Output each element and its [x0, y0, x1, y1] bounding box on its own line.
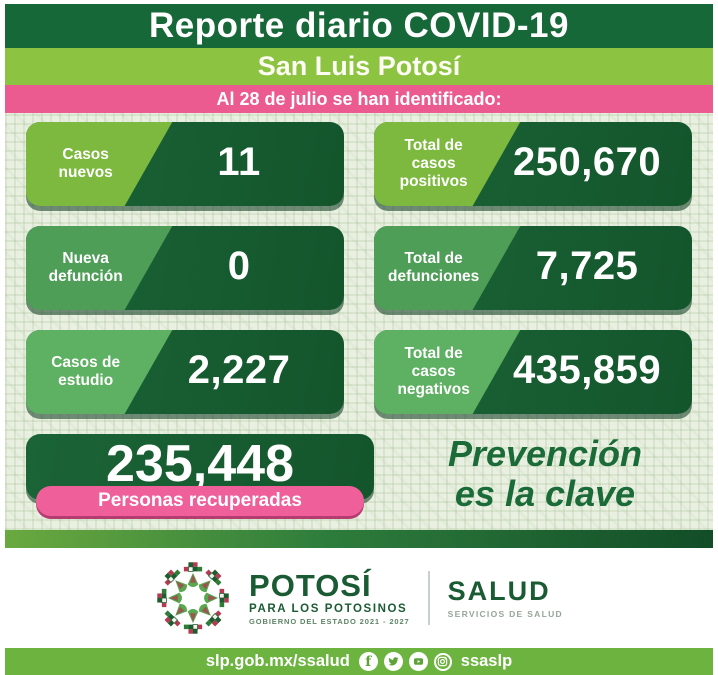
region-subtitle: San Luis Potosí	[257, 51, 461, 81]
instagram-icon[interactable]	[433, 652, 452, 671]
stat-label-panel: Casos nuevos	[26, 122, 173, 206]
stats-row-3: Casos de estudio 2,227 Total de casos ne…	[26, 330, 692, 414]
stat-label-panel: Total de casos positivos	[374, 122, 521, 206]
stat-card-total-positivos: Total de casos positivos 250,670	[374, 122, 692, 206]
footer-divider	[427, 571, 430, 625]
stat-label: Total de defunciones	[388, 250, 480, 285]
stat-label-panel: Total de casos negativos	[374, 330, 521, 414]
stat-value: 435,859	[513, 347, 662, 392]
stat-card-total-negativos: Total de casos negativos 435,859	[374, 330, 692, 414]
stat-card-nueva-defuncion: Nueva defunción 0	[26, 226, 344, 310]
potosi-emblem-logo	[156, 561, 230, 635]
divider-band	[5, 530, 713, 548]
potosi-wordmark: POTOSÍ PARA LOS POTOSINOS GOBIERNO DEL E…	[249, 570, 410, 626]
recovered-label-pill: Personas recuperadas	[36, 486, 364, 516]
stat-card-casos-estudio: Casos de estudio 2,227	[26, 330, 344, 414]
youtube-icon[interactable]	[408, 652, 428, 671]
header-band: Reporte diario COVID-19	[5, 4, 713, 48]
recovered-and-slogan-row: 235,448 Personas recuperadas Prevención …	[26, 434, 692, 516]
slogan-line-2: es la clave	[454, 472, 636, 514]
stat-label: Casos nuevos	[58, 146, 113, 181]
bottom-contact-bar: slp.gob.mx/ssalud f ssaslp	[5, 648, 713, 675]
potosi-government-note: GOBIERNO DEL ESTADO 2021 - 2027	[249, 617, 410, 626]
salud-title: SALUD	[447, 575, 551, 606]
potosi-subtitle: PARA LOS POTOSINOS	[249, 603, 408, 615]
subtitle-band: San Luis Potosí	[5, 48, 713, 85]
stat-value: 2,227	[187, 347, 291, 392]
website-url[interactable]: slp.gob.mx/ssalud	[205, 652, 350, 670]
stat-value: 7,725	[535, 243, 639, 288]
twitter-icon[interactable]	[383, 652, 403, 671]
date-banner: Al 28 de julio se han identificado:	[5, 85, 713, 113]
stat-label-panel: Casos de estudio	[26, 330, 173, 414]
salud-subtitle: SERVICIOS DE SALUD	[447, 608, 563, 619]
stat-label: Nueva defunción	[48, 250, 123, 285]
prevention-slogan: Prevención es la clave	[398, 434, 692, 513]
potosi-title: POTOSÍ	[249, 568, 372, 603]
page-title: Reporte diario COVID-19	[149, 6, 569, 45]
stat-card-total-defunciones: Total de defunciones 7,725	[374, 226, 692, 310]
recovered-value: 235,448	[106, 435, 294, 493]
stat-label-panel: Nueva defunción	[26, 226, 173, 310]
stat-label: Total de casos positivos	[399, 137, 468, 190]
stats-section: Casos nuevos 11 Total de casos positivos…	[5, 113, 713, 530]
salud-wordmark: SALUD SERVICIOS DE SALUD	[447, 575, 563, 619]
stat-value: 11	[217, 139, 261, 184]
stat-value: 250,670	[513, 139, 662, 184]
stat-label: Total de casos negativos	[397, 345, 470, 398]
social-handle[interactable]: ssaslp	[460, 652, 513, 670]
stat-label: Casos de estudio	[51, 354, 121, 389]
facebook-icon[interactable]: f	[358, 652, 378, 671]
recovered-card: 235,448 Personas recuperadas	[26, 434, 374, 516]
social-icons: f	[358, 652, 452, 671]
date-banner-text: Al 28 de julio se han identificado:	[216, 88, 502, 109]
slogan-line-1: Prevención	[447, 433, 643, 474]
stats-row-2: Nueva defunción 0 Total de defunciones 7…	[26, 226, 692, 310]
stat-value: 0	[227, 243, 251, 288]
footer-logos: POTOSÍ PARA LOS POTOSINOS GOBIERNO DEL E…	[5, 548, 713, 648]
stats-row-1: Casos nuevos 11 Total de casos positivos…	[26, 122, 692, 206]
stat-card-casos-nuevos: Casos nuevos 11	[26, 122, 344, 206]
